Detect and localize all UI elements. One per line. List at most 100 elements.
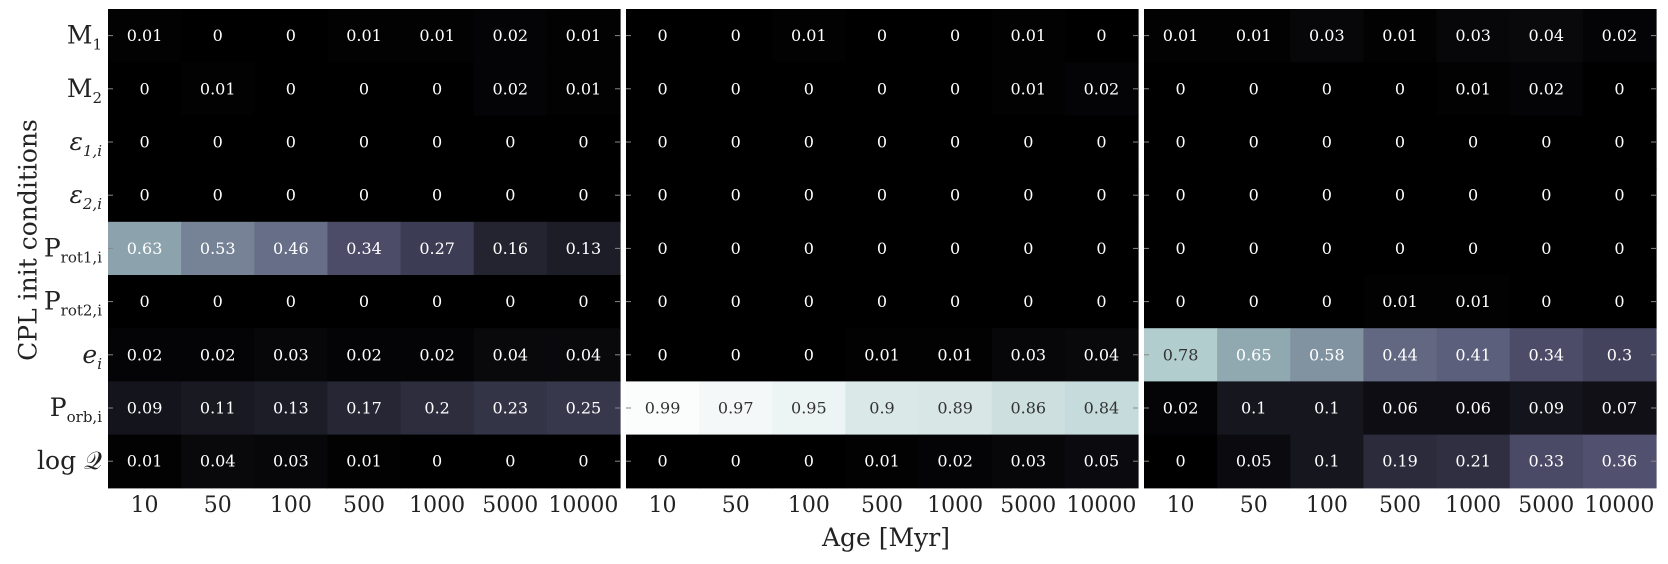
heatmap-cell (918, 434, 993, 489)
cell-value-label: 0 (1175, 186, 1185, 205)
heatmap-cell (254, 168, 329, 223)
cell-value-label: 0.1 (1314, 452, 1339, 471)
heatmap-cell (1064, 62, 1139, 116)
heatmap-cell (1363, 275, 1438, 329)
heatmap-cell (254, 62, 329, 116)
x-tick-label: 10 (1167, 493, 1195, 518)
cell-value-label: 0 (731, 452, 741, 471)
heatmap-cell (1144, 275, 1218, 329)
cell-value-label: 0 (731, 239, 741, 258)
heatmap-cell (1436, 434, 1511, 489)
cell-value-label: 0.01 (1010, 26, 1046, 45)
heatmap-cell (991, 115, 1066, 170)
cell-value-label: 0.58 (1309, 345, 1345, 364)
heatmap-cell (991, 328, 1066, 382)
x-tick-label: 1000 (1445, 493, 1501, 518)
cell-value-label: 0 (950, 133, 960, 152)
heatmap-cell (327, 434, 402, 489)
cell-value-label: 0 (1322, 133, 1332, 152)
cell-value-label: 0.03 (1010, 452, 1046, 471)
cell-value-label: 0 (804, 186, 814, 205)
cell-value-label: 0.04 (492, 345, 528, 364)
cell-value-label: 0 (1541, 133, 1551, 152)
x-tick-label: 1000 (927, 493, 983, 518)
heatmap-cell (473, 328, 548, 382)
cell-value-label: 0.02 (346, 345, 382, 364)
cell-value-label: 0 (950, 239, 960, 258)
heatmap-cell (699, 381, 773, 436)
cell-value-label: 0 (505, 133, 515, 152)
cell-value-label: 0.41 (1455, 345, 1491, 364)
cell-value-label: 0 (1614, 292, 1624, 311)
heatmap-cell (473, 168, 548, 223)
cell-value-label: 0 (950, 26, 960, 45)
heatmap-cell (1436, 9, 1511, 63)
x-tick-label: 500 (343, 493, 385, 518)
cell-value-label: 0.02 (1602, 26, 1638, 45)
heatmap-cell (699, 168, 773, 223)
heatmap-cell (772, 275, 847, 329)
x-tick-label: 10 (131, 493, 159, 518)
cell-value-label: 0 (1175, 239, 1185, 258)
cell-value-label: 0 (877, 186, 887, 205)
heatmap-cell (1436, 381, 1511, 436)
heatmap-cell (1582, 434, 1657, 489)
heatmap-cell (1582, 221, 1657, 276)
heatmap-cell (1290, 221, 1365, 276)
heatmap-cell (1582, 328, 1657, 382)
cell-value-label: 0.23 (492, 399, 528, 418)
heatmap-panels: 0.01 0 0 0.01 0.01 0.02 0.010 0.01 0 0 0 0.02 0.010 0… (108, 9, 1657, 489)
heatmap-cell (991, 168, 1066, 223)
heatmap-cell (1363, 62, 1438, 116)
heatmap-cell (546, 381, 621, 436)
heatmap-cell (991, 62, 1066, 116)
cell-value-label: 0 (505, 452, 515, 471)
cell-value-label: 0 (657, 79, 667, 98)
heatmap-cell (108, 62, 182, 116)
cell-value-label: 0.95 (791, 399, 827, 418)
cell-value-label: 0.19 (1382, 452, 1418, 471)
heatmap-cell (546, 62, 621, 116)
heatmap-cell (108, 168, 182, 223)
heatmap-cell (181, 434, 255, 489)
heatmap-cell (772, 62, 847, 116)
x-tick-label: 500 (1379, 493, 1421, 518)
heatmap-cell (400, 434, 475, 489)
heatmap-cell (1144, 434, 1218, 489)
heatmap-cell (254, 9, 329, 63)
heatmap-cell (1144, 115, 1218, 170)
cell-value-label: 0 (213, 186, 223, 205)
cell-value-label: 0.53 (200, 239, 236, 258)
cell-value-label: 0.34 (346, 239, 382, 258)
cell-value-label: 0.44 (1382, 345, 1418, 364)
cell-value-label: 0.04 (1528, 26, 1564, 45)
cell-value-label: 0 (432, 186, 442, 205)
cell-value-label: 0 (1023, 239, 1033, 258)
cell-value-label: 0.03 (273, 452, 309, 471)
heatmap-cell (626, 328, 700, 382)
cell-value-label: 0.09 (127, 399, 163, 418)
cell-value-label: 0.01 (419, 26, 455, 45)
cell-value-label: 0 (1468, 186, 1478, 205)
cell-value-label: 0 (657, 345, 667, 364)
cell-value-label: 0 (1395, 239, 1405, 258)
cell-value-label: 0.05 (1236, 452, 1272, 471)
heatmap-cell (1509, 115, 1584, 170)
heatmap-cell (1582, 115, 1657, 170)
heatmap-cell (699, 328, 773, 382)
heatmap-cell (1509, 434, 1584, 489)
heatmap-cell (699, 221, 773, 276)
cell-value-label: 0.89 (937, 399, 973, 418)
cell-value-label: 0 (1175, 79, 1185, 98)
cell-value-label: 0.02 (1528, 79, 1564, 98)
cell-value-label: 0.27 (419, 239, 455, 258)
heatmap-cell (327, 381, 402, 436)
cell-value-label: 0 (286, 79, 296, 98)
heatmap-cell (845, 168, 920, 223)
heatmap-cell (1290, 62, 1365, 116)
heatmap-cell (1064, 328, 1139, 382)
heatmap-cell (1290, 434, 1365, 489)
heatmap-cell (1363, 434, 1438, 489)
cell-value-label: 0.1 (1314, 399, 1339, 418)
cell-value-label: 0 (505, 292, 515, 311)
